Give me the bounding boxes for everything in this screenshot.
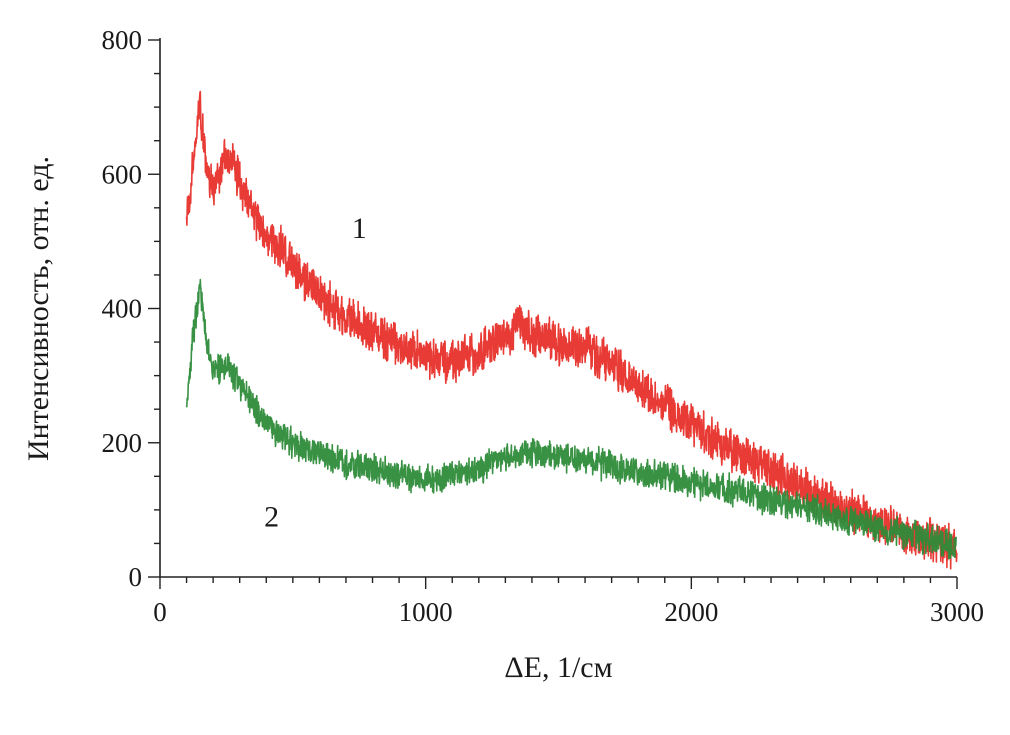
x-tick-label: 1000 xyxy=(399,597,453,627)
y-tick-label: 800 xyxy=(102,25,143,55)
x-tick-label: 0 xyxy=(153,597,167,627)
curve-label-2: 2 xyxy=(264,501,279,534)
x-tick-label: 2000 xyxy=(664,597,718,627)
series-line-2 xyxy=(185,278,958,560)
ticks-layer xyxy=(148,39,958,589)
y-tick-label: 600 xyxy=(102,159,143,189)
y-tick-label: 400 xyxy=(102,294,143,324)
x-tick-label: 3000 xyxy=(930,597,984,627)
series-layer xyxy=(185,90,958,570)
series-line-1 xyxy=(185,90,958,570)
x-axis-title: ΔE, 1/см xyxy=(504,651,612,684)
labels-layer: 0 200 400 600 800 0 1000 2000 3000 1 2 xyxy=(102,25,985,627)
y-tick-label: 0 xyxy=(129,562,143,592)
axes-layer xyxy=(159,38,957,578)
curve-label-1: 1 xyxy=(352,212,367,245)
y-axis-title: Интенсивность, отн. ед. xyxy=(22,156,55,461)
y-tick-label: 200 xyxy=(102,428,143,458)
